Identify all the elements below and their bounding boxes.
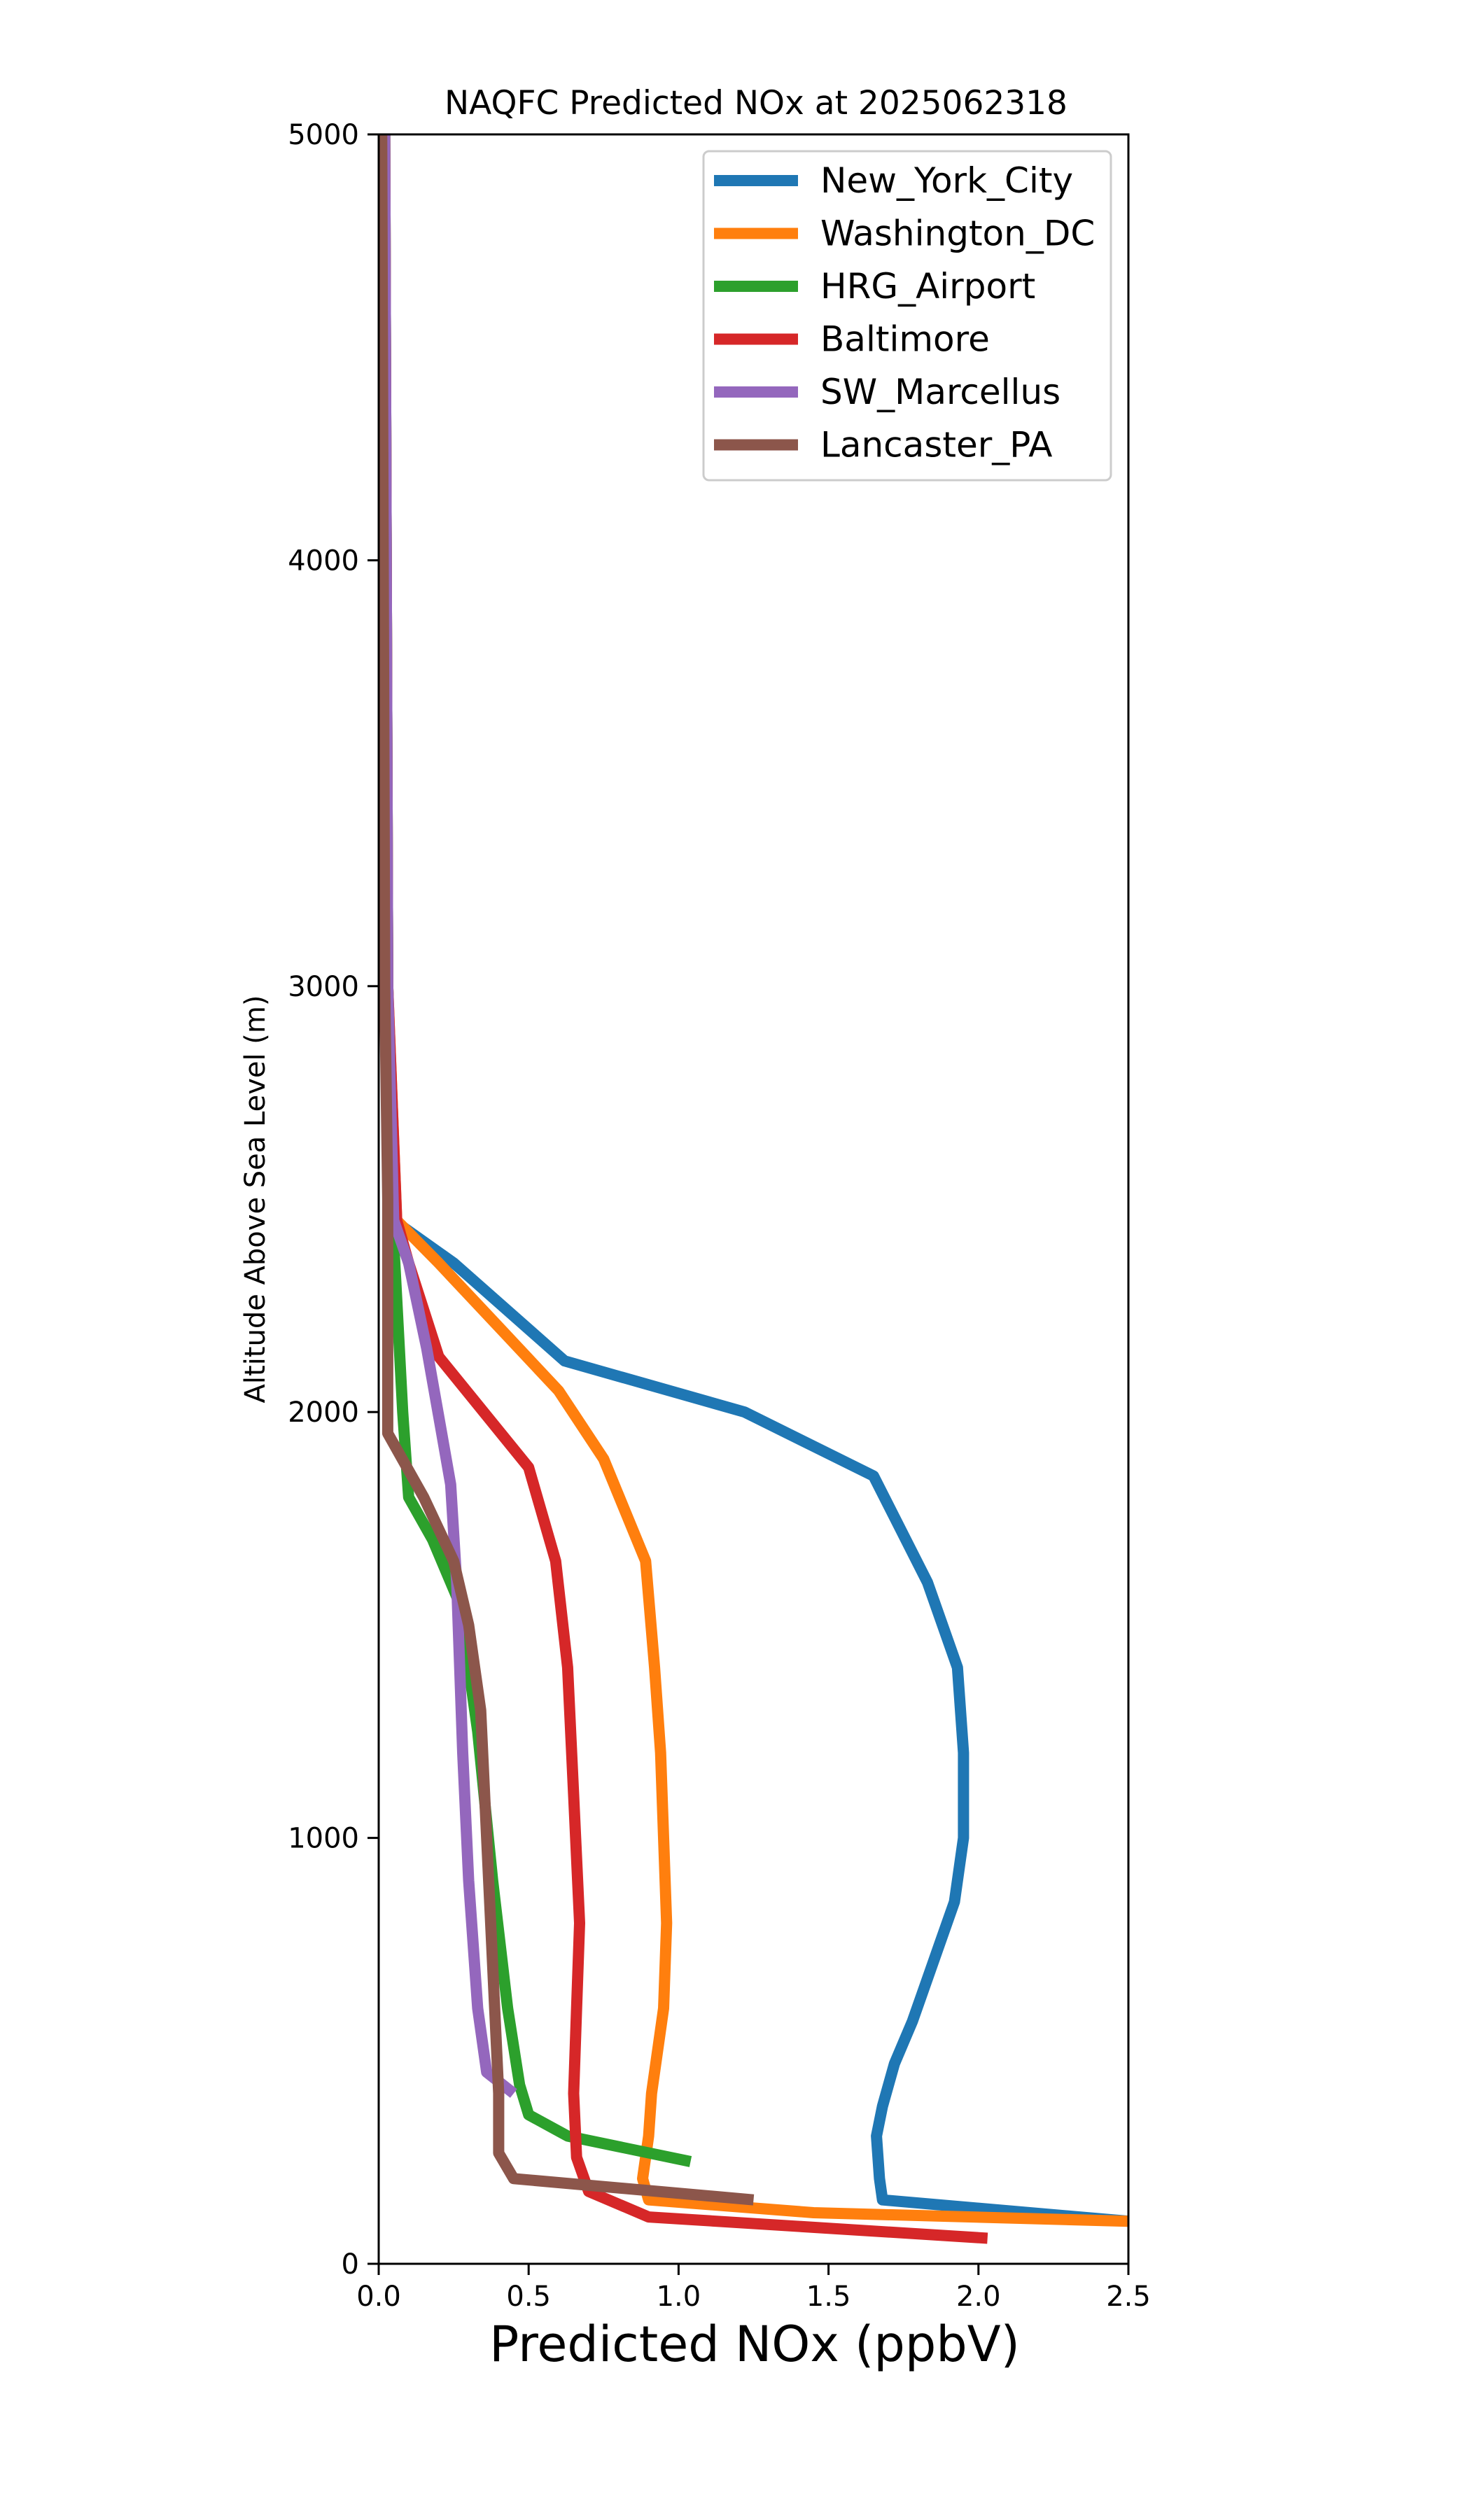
legend-label: New_York_City [820, 160, 1073, 201]
legend-box [702, 150, 1112, 482]
axes-frame [377, 133, 1130, 2265]
legend-label: Lancaster_PA [820, 425, 1052, 465]
series-layer [379, 134, 1128, 2244]
legend: New_York_City Washington_DC HRG_Airport Bal… [702, 150, 1112, 482]
x-tick-label: 0.5 [506, 2281, 551, 2313]
legend-label: Washington_DC [820, 214, 1095, 254]
series-line-new-york-city [379, 134, 1128, 2227]
y-tick-label: 3000 [288, 971, 359, 1003]
x-tick-label: 1.5 [806, 2281, 851, 2313]
chart-title: NAQFC Predicted NOx at 2025062318 [444, 84, 1068, 122]
y-axis: 0 1000 2000 3000 4000 5000 [288, 119, 379, 2281]
y-axis-label: Altitude Above Sea Level (m) [239, 995, 272, 1404]
y-tick-label: 0 [342, 2248, 359, 2281]
series-line-sw-marcellus [379, 134, 517, 2098]
y-tick-label: 4000 [288, 545, 359, 577]
series-line-lancaster-pa [379, 134, 755, 2206]
x-tick-label: 2.0 [956, 2281, 1001, 2313]
x-axis: 0.0 0.5 1.0 1.5 2.0 2.5 [356, 2264, 1151, 2313]
x-axis-label: Predicted NOx (ppbV) [489, 2316, 1020, 2373]
x-tick-label: 1.0 [657, 2281, 701, 2313]
series-line-washington-dc [379, 134, 1128, 2227]
legend-label: SW_Marcellus [820, 372, 1060, 412]
legend-label: HRG_Airport [820, 266, 1035, 307]
y-tick-label: 1000 [288, 1823, 359, 1855]
x-tick-label: 0.0 [356, 2281, 401, 2313]
y-tick-label: 2000 [288, 1396, 359, 1429]
y-tick-label: 5000 [288, 119, 359, 151]
series-line-hrg-airport [379, 134, 692, 2167]
x-tick-label: 2.5 [1106, 2281, 1151, 2313]
legend-label: Baltimore [820, 319, 990, 360]
